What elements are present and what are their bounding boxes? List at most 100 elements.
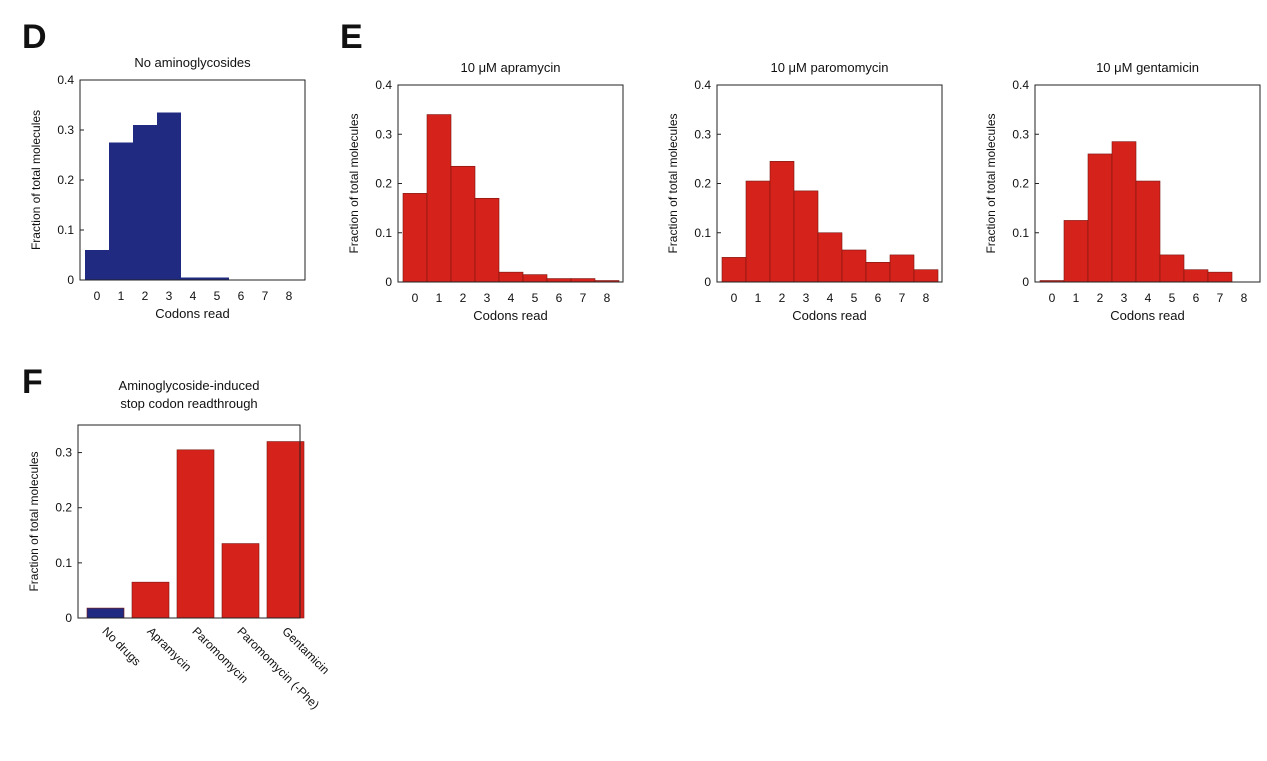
bar [793, 190, 819, 283]
x-tick-label: 0 [731, 291, 738, 305]
bar [1135, 180, 1161, 283]
y-tick-label: 0.1 [57, 223, 74, 237]
y-tick-label: 0.4 [694, 78, 711, 92]
x-axis-label: Codons read [155, 306, 229, 321]
bar [426, 114, 452, 283]
bar [205, 277, 229, 280]
x-tick-label: 6 [238, 289, 245, 303]
bar [221, 543, 260, 619]
panel-label-f: F [22, 363, 43, 401]
y-axis-label: Fraction of total molecules [666, 113, 680, 253]
bar [546, 278, 572, 283]
chart-apramycin: 10 μM apramycin 0 0.1 0.2 0.3 0.4 0 1 2 3 4 5 6 7 8 Cod… [347, 60, 624, 323]
bar [745, 180, 771, 283]
y-tick-label: 0.4 [1012, 78, 1029, 92]
y-tick-label: 0 [67, 273, 74, 287]
y-tick-label: 0.4 [57, 73, 74, 87]
y-axis-label: Fraction of total molecules [27, 451, 41, 591]
bar [450, 165, 476, 283]
x-tick-label: 7 [899, 291, 906, 305]
x-tick-label: 5 [851, 291, 858, 305]
x-tick-label: 4 [1145, 291, 1152, 305]
x-tick-label: 2 [142, 289, 149, 303]
chart-paromomycin: 10 μM paromomycin 0 0.1 0.2 0.3 0.4 0 1 2 3 4 5 6 7 8 C… [666, 60, 943, 323]
x-tick-label: 1 [1073, 291, 1080, 305]
x-tick-label: 0 [412, 291, 419, 305]
bar [841, 249, 867, 283]
bar [865, 261, 891, 283]
x-tick-label: No drugs [99, 624, 143, 668]
y-tick-label: 0.3 [1012, 127, 1029, 141]
bar [570, 278, 596, 283]
chart-title: 10 μM apramycin [461, 60, 561, 75]
bar [86, 607, 125, 619]
bar [176, 449, 215, 619]
x-tick-label: 8 [923, 291, 930, 305]
x-tick-label: 5 [532, 291, 539, 305]
bar [181, 277, 205, 280]
bar [133, 125, 157, 280]
bar [1111, 141, 1137, 283]
y-tick-label: 0 [704, 275, 711, 289]
x-tick-label: 7 [1217, 291, 1224, 305]
y-tick-label: 0 [1022, 275, 1029, 289]
bar [109, 142, 133, 280]
y-axis-label: Fraction of total molecules [984, 113, 998, 253]
x-tick-label: 6 [556, 291, 563, 305]
y-tick-label: 0.2 [55, 501, 72, 515]
chart-title: 10 μM paromomycin [770, 60, 888, 75]
bar [1207, 271, 1233, 283]
x-tick-label: 3 [803, 291, 810, 305]
bar [817, 232, 843, 283]
chart-title-line: Aminoglycoside-induced [119, 378, 260, 393]
bar [131, 581, 170, 619]
x-tick-label: 0 [94, 289, 101, 303]
y-tick-label: 0.1 [1012, 226, 1029, 240]
chart-title: 10 μM gentamicin [1096, 60, 1199, 75]
bar [889, 254, 915, 283]
x-tick-label: 5 [214, 289, 221, 303]
x-tick-label: 8 [604, 291, 611, 305]
y-tick-label: 0.2 [1012, 177, 1029, 191]
y-tick-label: 0.1 [694, 226, 711, 240]
x-tick-label: 1 [436, 291, 443, 305]
bar [721, 257, 747, 283]
x-tick-label: 3 [166, 289, 173, 303]
plot-frame [77, 424, 301, 619]
x-tick-label: 7 [580, 291, 587, 305]
bar [85, 250, 109, 280]
bar [769, 161, 795, 283]
bar [474, 197, 500, 283]
y-tick-label: 0.2 [694, 177, 711, 191]
y-tick-label: 0.3 [55, 446, 72, 460]
y-tick-label: 0.1 [375, 226, 392, 240]
y-tick-label: 0 [385, 275, 392, 289]
bar [522, 274, 548, 283]
x-tick-label: Paromomycin (-Phe) [234, 624, 322, 712]
bar [1087, 153, 1113, 283]
panel-label-d: D [22, 18, 47, 56]
x-tick-label: 1 [755, 291, 762, 305]
y-axis-label: Fraction of total molecules [347, 113, 361, 253]
chart-title: No aminoglycosides [134, 55, 251, 70]
x-axis-label: Codons read [473, 308, 547, 323]
x-tick-label: 3 [484, 291, 491, 305]
x-tick-label: 6 [1193, 291, 1200, 305]
bar [1159, 254, 1185, 283]
x-tick-label: 8 [1241, 291, 1248, 305]
bar [498, 271, 524, 283]
x-axis-label: Codons read [1110, 308, 1184, 323]
y-tick-label: 0.2 [375, 177, 392, 191]
bar [913, 269, 939, 283]
x-tick-label: 2 [1097, 291, 1104, 305]
x-tick-label: 2 [460, 291, 467, 305]
panel-label-e: E [340, 18, 363, 56]
x-tick-label: 1 [118, 289, 125, 303]
x-tick-label: 2 [779, 291, 786, 305]
y-tick-label: 0.2 [57, 173, 74, 187]
chart-no-aminoglycosides: No aminoglycosides 0 0.1 0.2 0.3 0.4 0 1 2 3 4 5 6 7 8… [29, 55, 306, 321]
y-tick-label: 0 [65, 611, 72, 625]
chart-readthrough: Aminoglycoside-induced stop codon readthr… [27, 378, 332, 712]
chart-gentamicin: 10 μM gentamicin 0 0.1 0.2 0.3 0.4 0 1 2 3 4 5 6 7 8 Co… [984, 60, 1261, 323]
y-axis-label: Fraction of total molecules [29, 110, 43, 250]
